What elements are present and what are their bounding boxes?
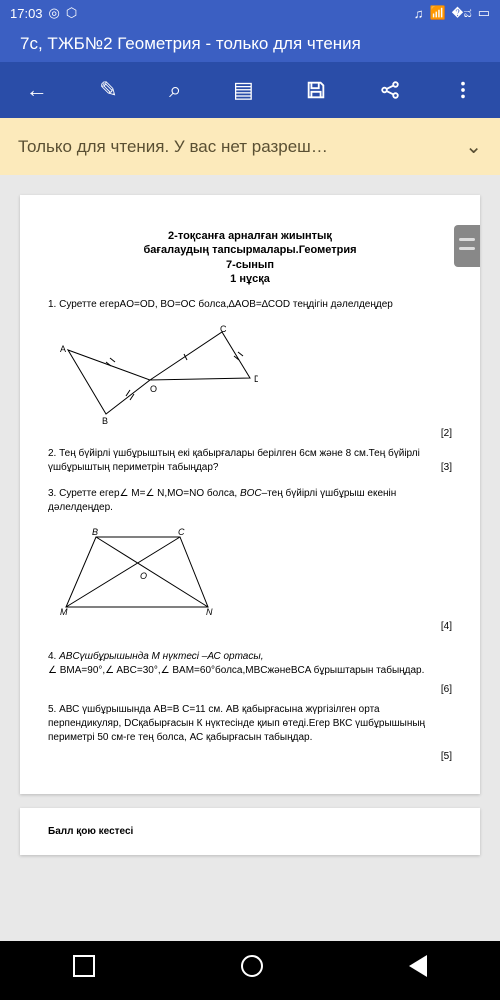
- shield-icon: ⬡: [66, 5, 77, 21]
- document-title: 7с, ТЖБ№2 Геометрия - только для чтения: [20, 34, 361, 53]
- page-2: Балл қою кестесі: [20, 808, 480, 855]
- page-1: 2-тоқсанға арналған жиынтық бағалаудың т…: [20, 195, 480, 794]
- problem-1: 1. Суретте егерAO=OD, BO=OC болса,∆AOB=∆…: [48, 298, 452, 312]
- banner-text: Только для чтения. У вас нет разреш…: [18, 137, 328, 157]
- readonly-banner[interactable]: Только для чтения. У вас нет разреш… ⌄: [0, 118, 500, 175]
- score-4: [6]: [48, 684, 452, 695]
- back-button[interactable]: ←: [26, 77, 48, 103]
- chevron-down-icon: ⌄: [465, 134, 482, 159]
- svg-text:C: C: [220, 324, 227, 334]
- status-time: 17:03: [10, 6, 43, 21]
- problem-5: 5. АВС үшбұрышында AB=B C=11 см. АВ қабы…: [48, 703, 452, 745]
- svg-text:B: B: [92, 527, 98, 537]
- svg-text:D: D: [254, 374, 258, 384]
- android-nav-bar: [0, 941, 500, 991]
- nav-home-button[interactable]: [241, 955, 263, 977]
- instagram-icon: ◎: [49, 5, 60, 21]
- save-icon[interactable]: [305, 79, 327, 101]
- title-bar: 7с, ТЖБ№2 Геометрия - только для чтения: [0, 26, 500, 62]
- figure-3: M N B C O: [58, 527, 452, 617]
- svg-text:A: A: [60, 344, 66, 354]
- status-bar: 17:03 ◎ ⬡ ♫ 📶 �ವ ▭: [0, 0, 500, 26]
- wifi-icon: �ವ: [452, 5, 472, 21]
- status-right: ♫ 📶 �ವ ▭: [414, 5, 490, 21]
- score-5: [5]: [48, 751, 452, 762]
- score-1: [2]: [48, 428, 452, 439]
- page2-heading: Балл қою кестесі: [48, 826, 133, 837]
- document-viewport[interactable]: 2-тоқсанға арналған жиынтық бағалаудың т…: [0, 175, 500, 991]
- status-left: 17:03 ◎ ⬡: [10, 5, 77, 21]
- more-icon[interactable]: [452, 79, 474, 101]
- problem-4: 4. ABCүшбұрышында М нүктесі –АС ортасы, …: [48, 650, 452, 678]
- problem-2: 2. Тең бүйірлі үшбұрыштың екі қабырғалар…: [48, 447, 452, 475]
- nav-recent-button[interactable]: [73, 955, 95, 977]
- svg-text:B: B: [102, 416, 108, 424]
- svg-text:O: O: [150, 384, 157, 394]
- svg-text:M: M: [60, 607, 68, 617]
- page-handle[interactable]: [454, 225, 480, 267]
- figure-1: A B O C D: [58, 324, 452, 424]
- share-icon[interactable]: [379, 79, 401, 101]
- doc-heading: 2-тоқсанға арналған жиынтық бағалаудың т…: [48, 229, 452, 286]
- search-icon[interactable]: ⌕: [169, 77, 181, 103]
- battery-icon: ▭: [478, 5, 490, 21]
- svg-text:O: O: [140, 571, 147, 581]
- svg-text:N: N: [206, 607, 213, 617]
- problem-3: 3. Суретте егер∠ M=∠ N,MO=NO болса, BOC–…: [48, 487, 452, 515]
- edit-icon[interactable]: ✎: [99, 77, 117, 103]
- score-3: [4]: [48, 621, 452, 632]
- signal-icon: 📶: [429, 5, 445, 21]
- toolbar: ← ✎ ⌕ ▤: [0, 62, 500, 118]
- svg-text:C: C: [178, 527, 185, 537]
- nav-back-button[interactable]: [409, 955, 427, 977]
- document-icon[interactable]: ▤: [233, 77, 254, 103]
- headphones-icon: ♫: [414, 6, 424, 21]
